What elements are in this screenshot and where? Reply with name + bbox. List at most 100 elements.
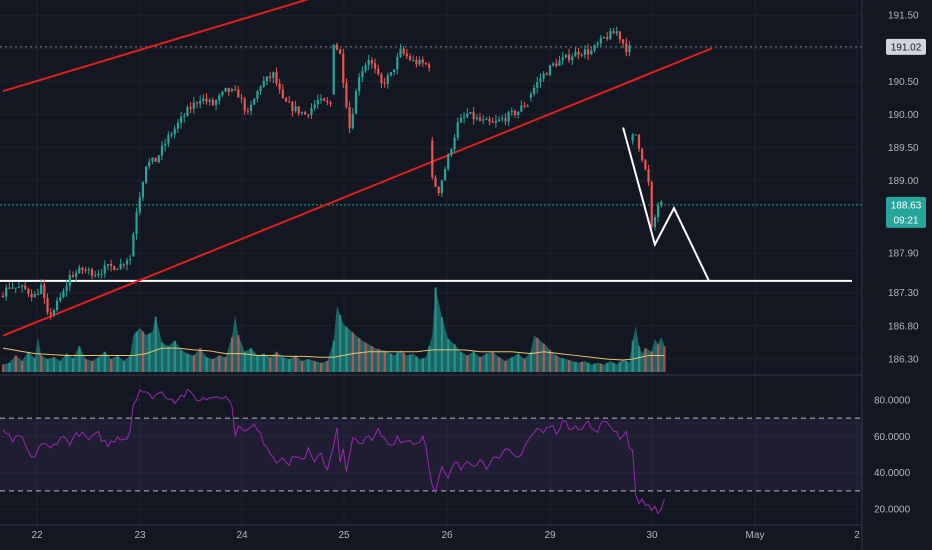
volume-bar [498,357,501,372]
volume-bar [440,316,444,372]
volume-bar [434,287,437,372]
time-tick-label: 23 [134,530,146,541]
volume-bar [402,352,405,372]
rsi-tick-label: 40.0000 [874,468,911,479]
volume-bar [154,316,157,372]
candle [8,282,11,290]
candle [224,87,227,93]
candle [113,265,116,271]
volume-bar [415,356,418,372]
price-candles [1,26,663,320]
candle [59,292,62,303]
candle [555,58,558,68]
candle [612,28,615,34]
volume-bar [52,357,56,372]
candle [90,267,94,280]
volume-bar [650,351,653,372]
volume-bar [421,358,424,372]
candle [510,107,513,116]
time-tick-label: 25 [338,530,350,541]
candle [129,254,132,265]
price-tick-label: 189.00 [888,176,919,187]
volume-bar [459,351,463,372]
candle [40,279,43,295]
projection-path[interactable] [622,127,710,282]
candle [440,179,443,197]
volume-bar [453,344,456,372]
candle [539,73,542,88]
candle [176,119,179,134]
trendline-1[interactable] [2,0,321,93]
candle [463,112,466,124]
candle [294,100,297,113]
volume-bar [33,358,36,372]
candle [580,52,583,58]
candle [227,87,230,97]
candle [71,271,75,278]
volume-bar [40,355,43,372]
rsi-tick-label: 60.0000 [874,432,911,443]
candle [358,72,361,96]
candle [335,42,338,51]
trendlines [0,0,862,337]
candle [351,107,354,130]
candle [323,97,326,102]
volume-bar [71,358,75,372]
candle [393,69,396,76]
volume-bar [59,360,62,372]
candle [221,90,224,98]
volume-bar [510,357,513,372]
candle [380,72,383,89]
candle [138,191,141,216]
candle [313,100,316,111]
candle [501,114,504,123]
candle [466,107,469,119]
candle [615,26,618,37]
candle [87,267,90,275]
volume-bar [141,331,145,372]
candle [418,56,421,67]
volume-bar [479,357,482,372]
candle [513,109,517,118]
candle [246,107,249,115]
price-axis-panel[interactable] [862,0,932,550]
candle [205,93,208,105]
prior-close-label: 191.02 [891,42,922,53]
volume-bar [256,355,259,372]
trendline-2[interactable] [2,47,713,337]
candle [170,131,173,139]
candle [628,41,631,57]
candle [186,105,189,117]
candle [145,166,148,184]
time-tick-label: 30 [646,530,658,541]
candle [421,56,424,67]
volume-bar [161,342,164,372]
volume-bar [46,359,49,372]
annotations [622,127,710,282]
candle [354,88,358,114]
volume-bar [587,362,590,372]
candle [482,115,485,125]
candle [386,72,389,89]
candle [75,269,78,282]
candle [300,111,304,116]
candle [135,207,138,240]
candle [517,111,520,119]
candle [402,45,405,56]
candle [520,100,523,113]
volume-bar [612,362,615,372]
volume-bar [135,331,138,372]
candle [272,71,275,84]
volume-bar [332,340,335,372]
candle [122,262,125,269]
candle [599,35,602,47]
candle [52,308,55,317]
candle [459,113,463,123]
candle [281,84,284,100]
candle [240,94,243,104]
candle [504,113,507,126]
volume-bar [224,357,227,372]
candle [62,288,65,299]
